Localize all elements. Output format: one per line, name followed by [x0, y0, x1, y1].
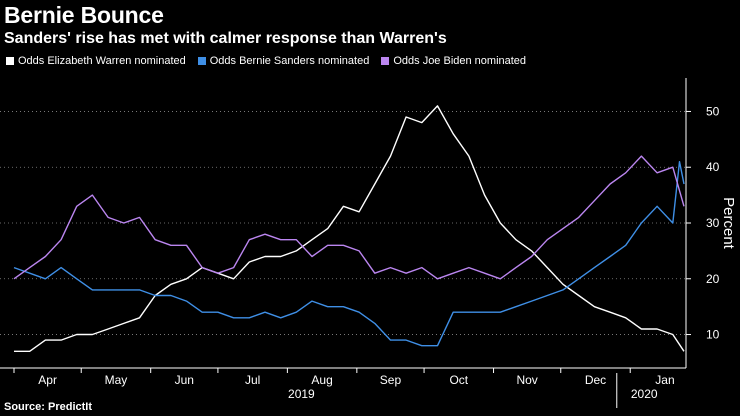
legend-item-warren: Odds Elizabeth Warren nominated: [6, 55, 186, 67]
year-label-2019: 2019: [288, 387, 315, 401]
x-tick-label-jul: Jul: [245, 373, 260, 387]
series-line-warren: [14, 105, 685, 352]
legend: Odds Elizabeth Warren nominated Odds Ber…: [6, 55, 526, 67]
x-tick-label-jun: Jun: [175, 373, 194, 387]
series-line-biden: [13, 155, 685, 280]
x-tick-label-sep: Sep: [380, 373, 402, 387]
chart-title: Bernie Bounce: [4, 2, 164, 28]
x-tick-label-dec: Dec: [585, 373, 606, 387]
series-line-sanders: [13, 161, 685, 347]
source-note: Source: PredictIt: [4, 401, 93, 413]
y-tick-label-30: 30: [706, 216, 720, 230]
x-tick-label-nov: Nov: [516, 373, 537, 387]
x-tick-label-apr: Apr: [38, 373, 57, 387]
chart-subtitle: Sanders' rise has met with calmer respon…: [4, 30, 447, 47]
x-tick-label-jan: Jan: [655, 373, 674, 387]
legend-swatch-sanders: [197, 57, 206, 65]
y-tick-label-40: 40: [706, 160, 720, 174]
legend-label-biden: Odds Joe Biden nominated: [393, 55, 527, 67]
year-label-2020: 2020: [631, 387, 658, 401]
legend-swatch-warren: [6, 57, 14, 65]
legend-item-sanders: Odds Bernie Sanders nominated: [197, 55, 370, 67]
y-tick-label-20: 20: [706, 272, 720, 286]
legend-swatch-biden: [381, 57, 390, 65]
legend-label-warren: Odds Elizabeth Warren nominated: [18, 55, 186, 67]
y-tick-label-10: 10: [706, 328, 720, 342]
y-tick-label-50: 50: [706, 104, 720, 118]
x-tick-label-aug: Aug: [311, 373, 332, 387]
legend-label-sanders: Odds Bernie Sanders nominated: [209, 55, 370, 67]
y-axis-label: Percent: [720, 197, 737, 250]
x-tick-label-oct: Oct: [449, 373, 468, 387]
legend-item-biden: Odds Joe Biden nominated: [381, 55, 526, 67]
x-tick-label-may: May: [105, 373, 128, 387]
